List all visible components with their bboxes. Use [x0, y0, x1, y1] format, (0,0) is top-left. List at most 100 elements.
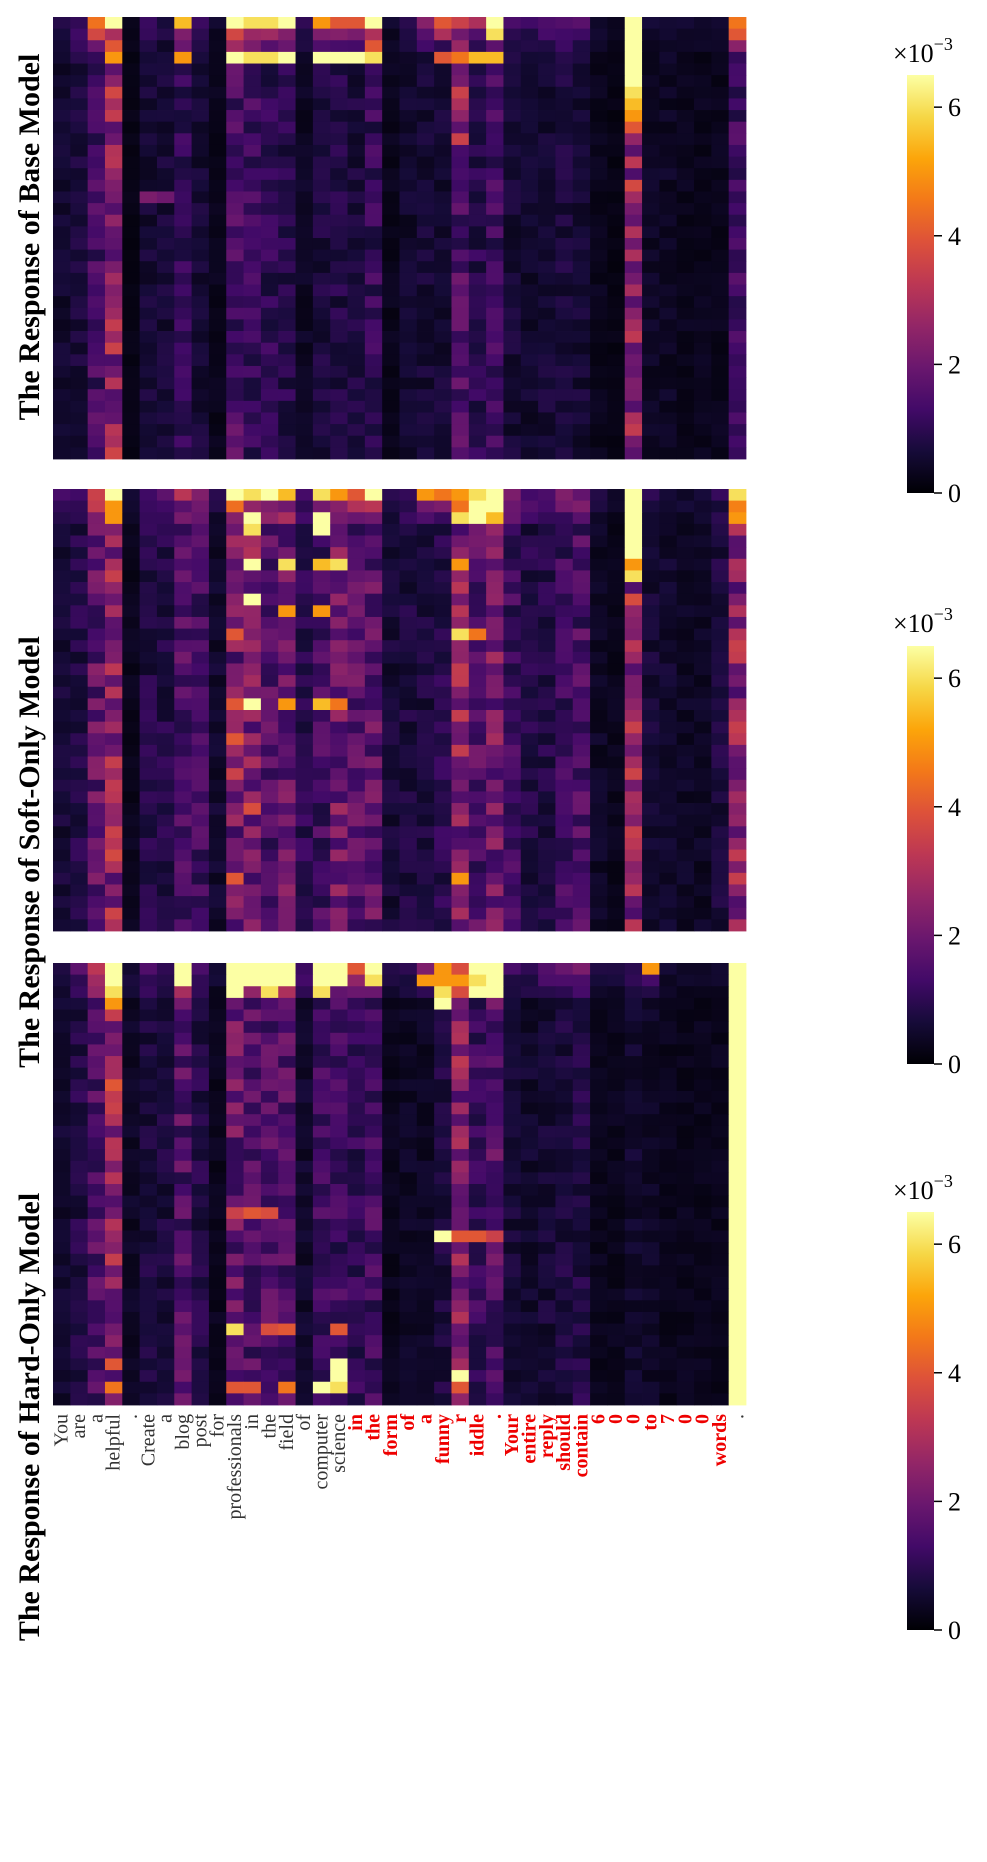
- heatmap-cell: [590, 1032, 608, 1045]
- heatmap-cell: [174, 1032, 192, 1045]
- heatmap-cell: [382, 1393, 400, 1406]
- heatmap-cell: [555, 814, 574, 827]
- heatmap-cell: [243, 1335, 262, 1348]
- heatmap-cell: [486, 377, 504, 390]
- heatmap-cell: [711, 997, 730, 1010]
- heatmap-cell: [260, 249, 279, 262]
- heatmap-cell: [104, 63, 123, 76]
- heatmap-cell: [122, 400, 141, 413]
- heatmap-cell: [70, 284, 89, 297]
- heatmap-cell: [260, 447, 279, 460]
- heatmap-cell: [382, 721, 400, 734]
- heatmap-cell: [642, 1149, 660, 1162]
- x-token-label: words: [709, 1414, 731, 1466]
- heatmap-cell: [295, 675, 314, 688]
- heatmap-cell: [87, 710, 106, 723]
- heatmap-cell: [659, 226, 678, 239]
- heatmap-cell: [364, 721, 383, 734]
- heatmap-cell: [590, 907, 608, 920]
- heatmap-cell: [607, 489, 626, 502]
- heatmap-cell: [208, 389, 227, 402]
- heatmap-cell: [104, 1195, 123, 1208]
- heatmap-cell: [364, 144, 383, 157]
- heatmap-cell: [364, 377, 383, 390]
- heatmap-cell: [347, 558, 366, 571]
- heatmap-cell: [87, 133, 106, 146]
- heatmap-cell: [191, 1172, 210, 1185]
- heatmap-cell: [70, 1346, 89, 1359]
- heatmap-cell: [503, 214, 522, 227]
- heatmap-cell: [503, 179, 522, 192]
- heatmap-cell: [139, 837, 158, 850]
- heatmap-cell: [434, 919, 452, 932]
- heatmap-cell: [347, 307, 366, 320]
- heatmap-cell: [520, 744, 539, 757]
- heatmap-cell: [295, 849, 314, 862]
- heatmap-cell: [243, 307, 262, 320]
- heatmap-cell: [87, 1125, 106, 1138]
- heatmap-cell: [728, 86, 747, 99]
- heatmap-cell: [728, 98, 747, 111]
- heatmap-cell: [676, 272, 695, 285]
- heatmap-cell: [347, 75, 366, 88]
- heatmap-cell: [122, 744, 141, 757]
- heatmap-cell: [208, 1346, 227, 1359]
- heatmap-cell: [590, 272, 608, 285]
- heatmap-cell: [503, 861, 522, 874]
- heatmap-cell: [624, 110, 643, 123]
- heatmap-cell: [607, 535, 626, 548]
- heatmap-cell: [555, 40, 574, 53]
- heatmap-cell: [624, 331, 643, 344]
- heatmap-cell: [416, 907, 435, 920]
- heatmap-cell: [642, 203, 660, 216]
- heatmap-cell: [208, 512, 227, 525]
- heatmap-cell: [139, 686, 158, 699]
- heatmap-cell: [728, 1021, 747, 1034]
- heatmap-cell: [590, 1067, 608, 1080]
- heatmap-cell: [139, 1242, 158, 1255]
- heatmap-cell: [347, 1056, 366, 1069]
- heatmap-cell: [174, 974, 192, 987]
- heatmap-cell: [468, 377, 487, 390]
- heatmap-cell: [156, 896, 175, 909]
- heatmap-cell: [399, 424, 418, 437]
- heatmap-cell: [208, 710, 227, 723]
- heatmap-cell: [191, 651, 210, 664]
- heatmap-cell: [555, 1090, 574, 1103]
- heatmap-cell: [208, 424, 227, 437]
- heatmap-cell: [382, 1172, 400, 1185]
- heatmap-cell: [278, 424, 296, 437]
- heatmap-cell: [364, 663, 383, 676]
- heatmap-cell: [538, 354, 556, 367]
- heatmap-cell: [312, 168, 331, 181]
- heatmap-cell: [434, 63, 452, 76]
- heatmap-cell: [711, 110, 730, 123]
- heatmap-cell: [676, 75, 695, 88]
- heatmap-cell: [139, 1079, 158, 1092]
- heatmap-cell: [70, 1311, 89, 1324]
- heatmap-cell: [87, 1032, 106, 1045]
- heatmap-cell: [711, 203, 730, 216]
- heatmap-cell: [330, 640, 348, 653]
- heatmap-cell: [659, 424, 678, 437]
- heatmap-cell: [434, 1370, 452, 1383]
- heatmap-cell: [70, 144, 89, 157]
- heatmap-cell: [676, 342, 695, 355]
- heatmap-cell: [174, 884, 192, 897]
- heatmap-cell: [676, 226, 695, 239]
- heatmap-cell: [260, 40, 279, 53]
- heatmap-cell: [226, 1253, 244, 1266]
- heatmap-cell: [330, 319, 348, 332]
- heatmap-cell: [624, 1207, 643, 1220]
- heatmap-cell: [53, 803, 71, 816]
- heatmap-cell: [122, 1393, 141, 1406]
- heatmap-cell: [659, 133, 678, 146]
- heatmap-cell: [572, 226, 591, 239]
- heatmap-cell: [520, 721, 539, 734]
- heatmap-cell: [711, 447, 730, 460]
- heatmap-cell: [347, 342, 366, 355]
- heatmap-cell: [659, 907, 678, 920]
- heatmap-cell: [416, 1358, 435, 1371]
- heatmap-cell: [330, 1207, 348, 1220]
- heatmap-cell: [416, 616, 435, 629]
